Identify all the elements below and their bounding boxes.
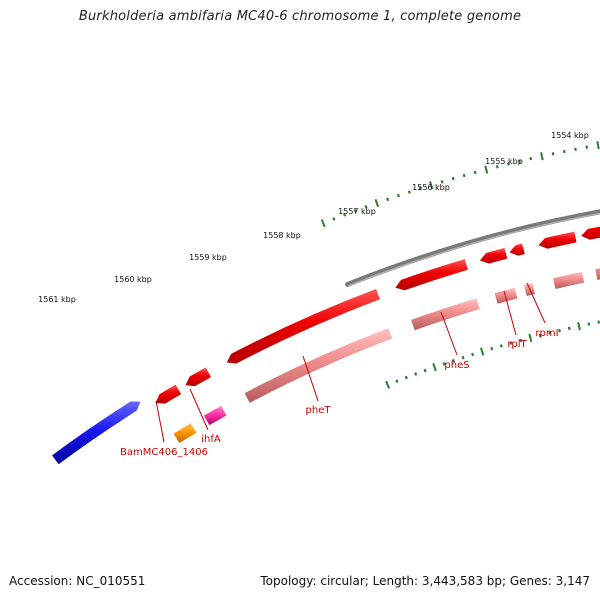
outer-ruler-tick (596, 141, 600, 150)
inner-ruler-tick (538, 333, 542, 338)
outer-ruler-tick (364, 205, 368, 209)
inner-ruler-tick (519, 338, 523, 343)
genome-summary-text: Topology: circular; Length: 3,443,583 bp… (260, 574, 590, 588)
page-title: Burkholderia ambifaria MC40-6 chromosome… (78, 9, 522, 24)
ruler-label: 1556 kbp (412, 183, 450, 192)
gene-label-leader (440, 311, 458, 356)
outer-ruler-tick (429, 181, 434, 190)
gene-pheT (226, 289, 380, 364)
gene-label-leader (155, 400, 165, 443)
outer-ruler-tick (551, 152, 555, 156)
outer-ruler-tick (585, 145, 589, 149)
inner-ruler-tick (461, 355, 465, 360)
inner-ruler-tick (509, 341, 513, 345)
gene-rpmI (509, 243, 525, 256)
gene-label: pheT (306, 405, 332, 416)
outer-ruler-tick (320, 219, 326, 228)
outer-ruler-tick (440, 180, 444, 184)
outer-ruler-tick (473, 170, 477, 175)
inner-ruler-tick (404, 375, 408, 380)
outer-ruler-tick (574, 147, 577, 151)
gene-label-leader (189, 388, 209, 431)
inner-ruler-tick (587, 322, 591, 326)
ruler-label: 1555 kbp (485, 157, 523, 166)
ruler-label: 1560 kbp (114, 275, 152, 284)
outer-ruler-tick (495, 164, 499, 169)
outer-ruler-tick (529, 156, 533, 161)
gene-partial-red-2 (581, 226, 600, 240)
outer-ruler-tick (518, 159, 521, 163)
inner-ruler-tick (528, 333, 533, 343)
gene-rplT (479, 248, 508, 264)
inner-ruler-tick (577, 322, 581, 331)
ruler-label: 1559 kbp (189, 253, 227, 262)
gene-label: rplT (507, 339, 527, 350)
feature-pheS-product (411, 298, 480, 331)
outer-ruler-tick (462, 173, 466, 178)
inner-ruler-tick (597, 320, 600, 324)
outer-ruler-tick (484, 165, 489, 174)
inner-ruler-tick (442, 362, 446, 366)
gene-label: pheS (444, 360, 469, 371)
gene-label: BamMC406_1406 (120, 447, 208, 458)
inner-ruler-tick (385, 380, 391, 389)
feature-ihfA-product (203, 405, 227, 426)
inner-ruler-tick (548, 331, 552, 335)
inner-ruler-tick (414, 372, 418, 376)
outer-ruler-tick (451, 176, 455, 181)
gene-label-leader (503, 290, 517, 336)
gene-label: ihfA (201, 434, 221, 445)
feature-BamMC406_1406-product (173, 423, 197, 443)
inner-ruler-tick (395, 379, 399, 383)
ruler-label: 1558 kbp (263, 231, 301, 240)
gene-ihfA (185, 367, 212, 387)
outer-ruler-tick (540, 152, 544, 161)
inner-ruler-tick (432, 363, 437, 372)
gene-blue-feature (52, 401, 141, 465)
outer-ruler-tick (386, 197, 390, 202)
feature-rplT-product (494, 287, 518, 304)
inner-ruler-tick (490, 346, 494, 351)
inner-ruler-tick (471, 352, 475, 357)
inner-ruler-tick (567, 326, 571, 331)
accession-text: Accession: NC_010551 (9, 574, 146, 588)
genome-backbone (345, 209, 600, 287)
inner-ruler-tick (558, 328, 561, 333)
feature-pheT-product (244, 328, 393, 403)
outer-ruler-tick (562, 149, 566, 154)
genome-backbone-highlight (347, 212, 600, 287)
gene-pheS (395, 259, 468, 291)
inner-ruler-tick (480, 347, 485, 356)
ruler-label: 1557 kbp (338, 207, 376, 216)
gene-label-leader (526, 282, 546, 324)
inner-ruler-tick (423, 368, 427, 373)
gene-label-leader (302, 355, 319, 402)
outer-ruler-tick (374, 198, 380, 208)
outer-ruler-tick (353, 209, 357, 213)
inner-ruler-tick (499, 344, 503, 348)
ruler-label: 1561 kbp (38, 295, 76, 304)
inner-ruler-tick (451, 358, 456, 363)
outer-ruler-tick (396, 193, 400, 198)
gene-label: rpmI (535, 328, 558, 339)
outer-ruler-tick (507, 162, 510, 166)
outer-ruler-tick (343, 213, 347, 217)
gene-partial-red-1 (538, 231, 577, 249)
ruler-label: 1554 kbp (551, 131, 589, 140)
feature-partial-pink-2 (595, 268, 600, 280)
outer-ruler-tick (418, 186, 422, 191)
outer-ruler-tick (407, 190, 411, 194)
outer-ruler-tick (332, 217, 336, 221)
gene-BamMC406_1406 (155, 384, 182, 404)
feature-partial-pink-1 (553, 271, 585, 289)
